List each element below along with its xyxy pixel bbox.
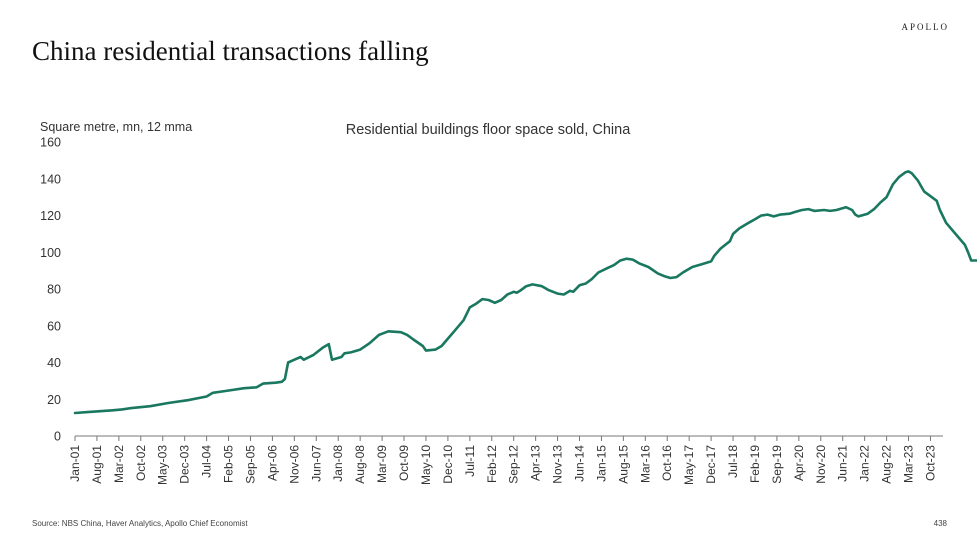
x-tick-label: Jan-15 xyxy=(594,445,608,482)
y-tick-label: 80 xyxy=(47,283,61,297)
x-tick-label: May-17 xyxy=(682,445,696,485)
x-tick-label: Jun-07 xyxy=(309,445,323,482)
x-tick-label: Apr-20 xyxy=(792,445,806,481)
y-tick-label: 140 xyxy=(40,172,61,186)
x-tick-label: Apr-06 xyxy=(265,445,279,481)
y-axis-label: Square metre, mn, 12 mma xyxy=(40,120,192,134)
x-tick-label: Dec-17 xyxy=(704,445,718,484)
x-tick-label: May-10 xyxy=(419,445,433,485)
x-tick-label: Dec-03 xyxy=(178,445,192,484)
x-tick-label: Aug-08 xyxy=(353,445,367,484)
x-tick-label: Jun-21 xyxy=(836,445,850,482)
x-tick-label: Oct-23 xyxy=(923,445,937,481)
series-layer xyxy=(73,170,977,415)
brand-logo-text: APOLLO xyxy=(901,22,949,32)
x-tick-label: Sep-19 xyxy=(770,445,784,484)
x-tick-label: Aug-01 xyxy=(90,445,104,484)
y-tick-label: 60 xyxy=(47,319,61,333)
source-note: Source: NBS China, Haver Analytics, Apol… xyxy=(32,519,248,528)
x-tick-label: Sep-12 xyxy=(507,445,521,484)
y-tick-label: 40 xyxy=(47,356,61,370)
x-tick-label: Mar-09 xyxy=(375,445,389,483)
x-tick-label: Jan-22 xyxy=(858,445,872,482)
y-tick-label: 100 xyxy=(40,246,61,260)
x-tick-label: Jul-11 xyxy=(463,445,477,477)
x-tick-label: Feb-19 xyxy=(748,445,762,483)
x-tick-label: Nov-06 xyxy=(287,445,301,484)
x-tick-label: Aug-22 xyxy=(880,445,894,484)
chart-title: Residential buildings floor space sold, … xyxy=(346,122,631,138)
x-tick-label: Oct-02 xyxy=(134,445,148,481)
y-tick-label: 20 xyxy=(47,393,61,407)
x-tick-label: Nov-20 xyxy=(814,445,828,484)
y-tick-label: 120 xyxy=(40,209,61,223)
x-tick-label: Mar-16 xyxy=(638,445,652,483)
x-tick-label: Jan-01 xyxy=(68,445,82,482)
x-tick-label: Nov-13 xyxy=(551,445,565,484)
x-tick-label: Sep-05 xyxy=(243,445,257,484)
x-tick-label: Mar-02 xyxy=(112,445,126,483)
y-tick-label: 0 xyxy=(54,430,61,444)
x-tick-label: Jul-18 xyxy=(726,445,740,478)
x-tick-label: Oct-09 xyxy=(397,445,411,481)
page-number: 438 xyxy=(933,519,947,528)
x-tick-label: Feb-05 xyxy=(222,445,236,483)
x-tick-label: Mar-23 xyxy=(902,445,916,483)
x-tick-label: Oct-16 xyxy=(660,445,674,481)
page-title: China residential transactions falling xyxy=(32,36,429,66)
y-axis-ticks: 0 20 40 60 80 100 120 140 160 xyxy=(40,136,61,444)
x-tick-label: Jan-08 xyxy=(331,445,345,482)
series-line xyxy=(73,170,977,415)
x-tick-label: Feb-12 xyxy=(485,445,499,483)
x-axis: Jan-01 Aug-01 Mar-02 Oct-02 May-03 Dec-03 Jul-… xyxy=(68,435,943,485)
x-tick-label: Jun-14 xyxy=(573,445,587,482)
x-tick-label: Apr-13 xyxy=(529,445,543,481)
x-tick-label: Aug-15 xyxy=(616,445,630,484)
y-tick-label: 160 xyxy=(40,136,61,150)
x-tick-label: May-03 xyxy=(156,445,170,485)
x-tick-label: Dec-10 xyxy=(441,445,455,484)
x-tick-label: Jul-04 xyxy=(200,445,214,478)
